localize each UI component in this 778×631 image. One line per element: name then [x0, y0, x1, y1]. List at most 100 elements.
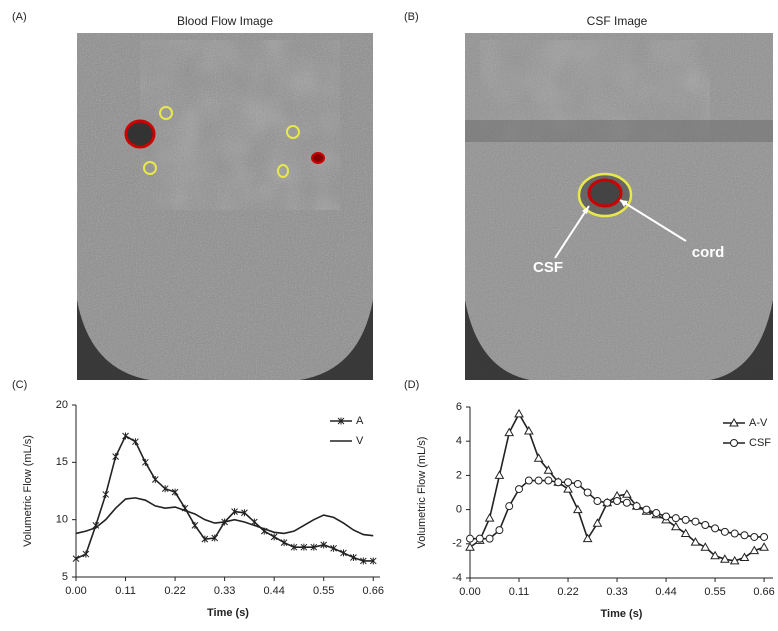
marker: [680, 528, 691, 538]
x-tick-label: 0.00: [65, 585, 86, 597]
x-tick-label: 0.66: [363, 585, 384, 597]
legend-marker: [730, 439, 738, 447]
marker: [151, 476, 159, 484]
marker: [544, 476, 553, 485]
marker: [350, 554, 357, 562]
panel-label: (B): [404, 11, 419, 23]
series-line: [75, 434, 374, 562]
marker: [201, 535, 209, 543]
y-tick-label: 5: [62, 571, 68, 583]
y-tick-label: 4: [456, 435, 462, 447]
marker: [171, 488, 179, 496]
legend-label: CSF: [749, 437, 771, 449]
marker: [280, 539, 288, 547]
x-tick-label: 0.44: [655, 586, 676, 598]
marker: [191, 521, 199, 529]
marker: [711, 524, 720, 533]
y-tick-label: 0: [456, 504, 462, 516]
marker: [582, 533, 593, 543]
x-tick-label: 0.55: [704, 586, 725, 598]
marker: [161, 485, 169, 493]
marker: [82, 550, 90, 558]
marker: [514, 408, 524, 418]
y-axis-label: Volumetric Flow (mL/s): [416, 437, 428, 549]
marker: [142, 458, 149, 466]
marker: [132, 438, 139, 446]
series-line: [469, 412, 765, 562]
marker: [701, 520, 710, 529]
marker: [524, 476, 533, 485]
marker: [211, 534, 219, 542]
marker: [495, 526, 504, 535]
marker: [583, 488, 592, 497]
marker: [320, 541, 328, 549]
series-line: [470, 479, 765, 540]
marker: [231, 508, 238, 516]
x-tick-label: 0.66: [753, 586, 774, 598]
marker: [621, 489, 632, 498]
x-tick-label: 0.33: [214, 585, 235, 597]
panel-label: (A): [12, 11, 27, 23]
legend-label: A: [356, 415, 364, 427]
x-tick-label: 0.11: [509, 586, 530, 598]
marker: [592, 518, 603, 527]
y-axis-label: Volumetric Flow (mL/s): [22, 435, 34, 547]
marker: [563, 484, 573, 493]
marker: [369, 557, 377, 565]
marker: [632, 502, 641, 511]
marker: [504, 427, 515, 437]
marker: [466, 534, 474, 543]
marker: [290, 543, 298, 551]
marker: [642, 505, 651, 514]
marker: [681, 515, 690, 524]
marker: [622, 498, 631, 507]
marker: [465, 542, 475, 551]
marker: [700, 542, 711, 551]
x-tick-label: 0.44: [263, 585, 284, 597]
x-tick-label: 0.22: [164, 585, 185, 597]
marker: [729, 555, 740, 565]
marker: [534, 476, 543, 485]
marker: [564, 478, 573, 487]
annotation: CSF: [533, 259, 563, 276]
marker: [740, 531, 749, 540]
marker: [533, 453, 544, 462]
legend-marker: [729, 417, 739, 427]
marker: [690, 537, 701, 546]
y-tick-label: -4: [452, 572, 462, 584]
marker: [603, 498, 612, 507]
marker: [485, 534, 494, 543]
series-line: [75, 497, 374, 537]
marker: [593, 497, 602, 506]
blood-flow-image: [77, 33, 373, 380]
marker: [543, 465, 554, 474]
marker: [270, 533, 278, 541]
marker: [750, 532, 759, 541]
marker: [122, 432, 129, 440]
y-tick-label: 6: [456, 401, 462, 413]
marker: [310, 543, 318, 551]
marker: [749, 545, 760, 555]
marker: [554, 478, 563, 487]
marker: [523, 425, 534, 435]
marker: [720, 527, 729, 536]
y-tick-label: 10: [56, 514, 68, 526]
marker: [505, 502, 514, 511]
marker: [112, 453, 119, 461]
x-axis-label: Time (s): [601, 608, 643, 620]
marker: [330, 544, 337, 552]
marker: [72, 555, 80, 563]
x-tick-label: 0.33: [606, 586, 627, 598]
marker: [359, 557, 367, 565]
marker: [484, 513, 495, 522]
y-tick-label: 15: [56, 456, 68, 468]
image-title: CSF Image: [587, 14, 648, 28]
csf-image: CSF cord: [465, 33, 773, 380]
marker: [720, 554, 730, 563]
y-tick-label: 20: [56, 399, 68, 411]
legend-label: A-V: [749, 417, 768, 429]
x-tick-label: 0.11: [115, 585, 136, 597]
x-tick-label: 0.55: [313, 585, 334, 597]
marker: [652, 509, 661, 518]
marker: [573, 479, 582, 488]
